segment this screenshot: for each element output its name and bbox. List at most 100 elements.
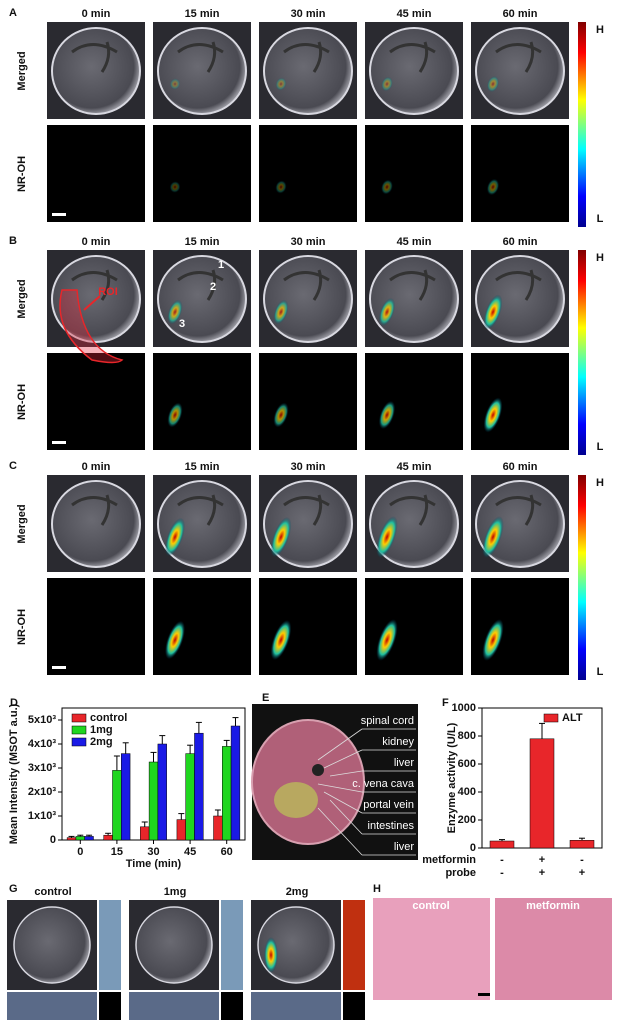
signal bbox=[376, 619, 398, 661]
signal bbox=[378, 400, 396, 430]
organ-label: spinal cord bbox=[361, 715, 414, 727]
image-tile bbox=[259, 578, 357, 675]
colorbar bbox=[578, 475, 586, 680]
tissue-detail bbox=[495, 269, 542, 301]
bar bbox=[148, 761, 159, 841]
y-tick-label: 4x10³ bbox=[28, 738, 56, 750]
time-label: 15 min bbox=[185, 461, 220, 473]
panel-label: C bbox=[9, 460, 17, 472]
bar bbox=[66, 837, 77, 841]
group-label: metformin bbox=[526, 900, 580, 912]
scale-bar bbox=[478, 993, 490, 996]
row-label: Merged bbox=[16, 279, 28, 318]
y-tick-label: 600 bbox=[458, 758, 476, 770]
tissue-detail bbox=[389, 269, 436, 301]
bar bbox=[569, 840, 595, 849]
x-tick-label: 45 bbox=[184, 846, 196, 858]
signal bbox=[169, 78, 181, 90]
bar bbox=[157, 743, 167, 841]
time-label: 0 min bbox=[82, 236, 111, 248]
y-axis-label: Enzyme activity (U/L) bbox=[446, 722, 458, 833]
bar bbox=[140, 826, 150, 841]
row-label: Merged bbox=[16, 504, 28, 543]
panel-label: B bbox=[9, 235, 17, 247]
bottom-view bbox=[251, 992, 341, 1020]
condition-sign: + bbox=[539, 867, 545, 879]
image-tile bbox=[365, 353, 463, 450]
signal bbox=[482, 619, 504, 661]
colorbar-low: L bbox=[597, 213, 604, 225]
histology-tile bbox=[373, 898, 490, 1000]
panel-label: G bbox=[9, 883, 18, 895]
colorbar-low: L bbox=[597, 441, 604, 453]
colorbar-high: H bbox=[596, 24, 604, 36]
colorbar bbox=[578, 250, 586, 455]
signal bbox=[275, 180, 287, 194]
panel-label: E bbox=[262, 692, 269, 704]
tissue-detail bbox=[71, 41, 118, 73]
legend-label: control bbox=[90, 712, 127, 724]
group-label: 2mg bbox=[286, 886, 309, 898]
tissue-detail bbox=[495, 494, 542, 526]
side-view bbox=[343, 900, 365, 990]
condition-label: probe bbox=[445, 867, 476, 879]
image-tile bbox=[471, 353, 569, 450]
annotation: ROI bbox=[98, 286, 118, 298]
x-axis-label: Time (min) bbox=[126, 858, 182, 870]
histology-tile bbox=[495, 898, 612, 1000]
image-tile bbox=[259, 353, 357, 450]
row-label: NR-OH bbox=[16, 384, 28, 420]
signal bbox=[483, 294, 503, 330]
legend-swatch bbox=[71, 737, 87, 747]
bar bbox=[121, 753, 131, 841]
tissue bbox=[251, 719, 365, 845]
group-label: control bbox=[412, 900, 449, 912]
chart-label: D bbox=[10, 697, 18, 709]
tissue bbox=[475, 27, 565, 115]
signal bbox=[378, 297, 396, 327]
row-label: NR-OH bbox=[16, 156, 28, 192]
bar bbox=[75, 836, 85, 841]
organ-label: liver bbox=[394, 757, 415, 769]
x-tick-label: 30 bbox=[147, 846, 159, 858]
condition-label: metformin bbox=[422, 854, 476, 866]
condition-sign: - bbox=[580, 854, 584, 866]
bottom-view bbox=[7, 992, 97, 1020]
bar bbox=[185, 753, 195, 841]
chart-label: F bbox=[442, 697, 449, 709]
tissue bbox=[263, 255, 353, 343]
organ-label: kidney bbox=[382, 736, 414, 748]
leader-line bbox=[317, 807, 363, 856]
signal bbox=[264, 937, 278, 973]
bar bbox=[112, 770, 122, 841]
bar bbox=[230, 725, 241, 841]
leader-line bbox=[317, 783, 363, 793]
organ-label: intestines bbox=[368, 820, 415, 832]
x-tick-label: 60 bbox=[221, 846, 233, 858]
colorbar-high: H bbox=[596, 252, 604, 264]
tissue-detail bbox=[177, 41, 224, 73]
tissue-detail bbox=[71, 494, 118, 526]
y-tick-label: 800 bbox=[458, 730, 476, 742]
y-tick-label: 200 bbox=[458, 814, 476, 826]
scale-bar bbox=[52, 441, 66, 444]
condition-sign: + bbox=[539, 854, 545, 866]
leader-line bbox=[329, 770, 363, 777]
organ bbox=[274, 782, 318, 818]
legend-swatch bbox=[71, 725, 87, 735]
image-tile bbox=[47, 578, 145, 675]
signal bbox=[270, 619, 292, 661]
y-tick-label: 0 bbox=[50, 834, 56, 846]
image-tile bbox=[153, 578, 251, 675]
tissue bbox=[369, 255, 459, 343]
bar bbox=[176, 819, 186, 841]
image-tile bbox=[153, 353, 251, 450]
leader-line bbox=[323, 749, 363, 769]
bar bbox=[84, 836, 94, 841]
signal bbox=[164, 620, 186, 660]
organ-label: liver bbox=[394, 841, 415, 853]
organ-label: portal vein bbox=[363, 799, 414, 811]
y-tick-label: 1000 bbox=[452, 702, 476, 714]
colorbar-low: L bbox=[597, 666, 604, 678]
tissue-detail bbox=[177, 269, 224, 301]
